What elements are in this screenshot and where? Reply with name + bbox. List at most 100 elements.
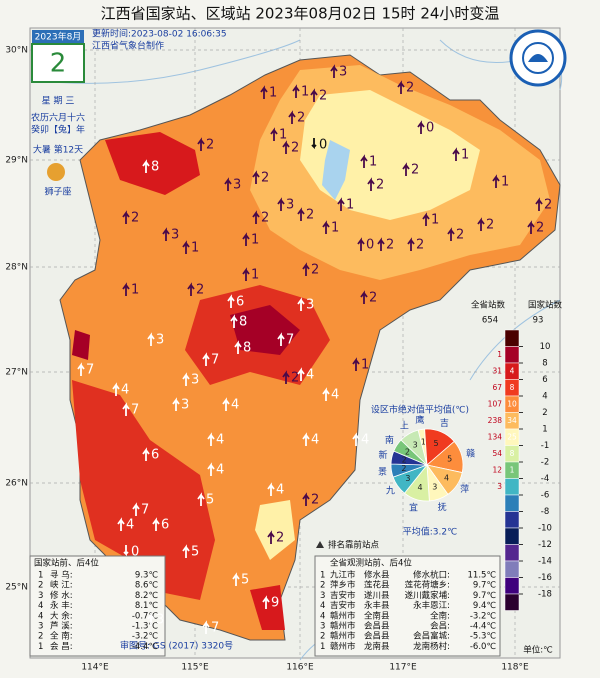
station-arrow <box>117 517 125 531</box>
station-value: 7 <box>141 503 149 518</box>
station-arrow <box>207 432 215 446</box>
rank-all-cell: 会昌县 <box>364 631 390 642</box>
rank-all-cell: 赣州市 <box>330 641 356 652</box>
legend-tick-label: 6 <box>542 375 547 385</box>
station-arrow <box>267 482 275 496</box>
rank-all-cell: 会昌富城: <box>413 631 450 642</box>
zone-mild <box>300 90 480 220</box>
legend-count-all: 12 <box>492 465 502 474</box>
lake <box>322 140 350 200</box>
legend-tick-label: -4 <box>541 474 549 484</box>
legend-tick-label: -8 <box>541 507 549 517</box>
legend-tick-label: 10 <box>540 342 551 352</box>
legend-count-all: 238 <box>488 416 503 425</box>
station-arrow <box>224 177 232 191</box>
station-arrow <box>311 138 317 150</box>
station-arrow <box>277 332 285 346</box>
rank-all-cell: 1 <box>320 642 325 652</box>
zone-hotter <box>72 330 90 360</box>
station-value: 8 <box>243 341 251 356</box>
station-value: 2 <box>544 198 552 213</box>
legend-tick-label: 2 <box>542 408 547 418</box>
station-arrow <box>330 64 338 78</box>
station-arrow <box>242 232 250 246</box>
pie-slice <box>400 429 428 467</box>
station-arrow <box>197 492 205 506</box>
station-arrow <box>357 237 365 251</box>
lat-label: 26°N <box>5 479 28 489</box>
legend-tick-label: -6 <box>541 491 549 501</box>
legend-tick-label: -1 <box>541 441 549 451</box>
station-arrow <box>422 212 430 226</box>
station-value: 5 <box>206 493 214 508</box>
legend-band <box>504 346 520 364</box>
legend-band <box>504 544 520 562</box>
station-value: 2 <box>386 238 394 253</box>
rank-all-cell: 永丰县 <box>364 600 390 611</box>
rank-nat-cell: 1 <box>38 571 43 581</box>
station-value: 3 <box>306 298 314 313</box>
station-arrow <box>230 314 238 328</box>
legend-count-nat: 8 <box>510 449 515 458</box>
station-value: 1 <box>369 155 377 170</box>
station-arrow <box>402 162 410 176</box>
station-arrow <box>252 210 260 224</box>
station-value: 1 <box>346 198 354 213</box>
station-arrow <box>377 237 385 251</box>
station-arrow <box>360 290 368 304</box>
pie-value: 1 <box>421 437 426 446</box>
station-arrow <box>172 397 180 411</box>
station-arrow <box>142 447 150 461</box>
station-arrow <box>527 220 535 234</box>
rank-nat-cell: 9.3℃ <box>135 571 159 581</box>
station-value: 6 <box>151 448 159 463</box>
station-arrow <box>182 240 190 254</box>
pie-name: 吉 <box>440 418 449 429</box>
rank-all-cell: 修水杭口: <box>413 570 450 581</box>
legend-count-all: 54 <box>492 449 502 458</box>
station-value: 2 <box>291 371 299 386</box>
rank-nat-cell: 2 <box>38 632 43 642</box>
pie-name: 鹰 <box>415 414 424 426</box>
zone-hotter <box>230 305 300 355</box>
update-time: 更新时间:2023-08-02 16:06:35 <box>92 28 227 40</box>
calendar-head <box>32 30 84 44</box>
rank-nat-cell: 大 余: <box>50 610 73 621</box>
station-value: 1 <box>331 221 339 236</box>
station-arrow <box>142 159 150 173</box>
station-arrow <box>297 207 305 221</box>
rank-nat-cell: 2 <box>38 581 43 591</box>
rank-all-cell: 萍乡市 <box>330 580 356 591</box>
station-arrow <box>360 154 368 168</box>
lat-label: 25°N <box>5 583 28 593</box>
station-value: 1 <box>431 213 439 228</box>
station-arrow <box>234 340 242 354</box>
station-value: 3 <box>286 198 294 213</box>
zodiac: 狮子座 <box>44 186 71 198</box>
station-value: 2 <box>536 221 544 236</box>
pie-average: 平均值:3.2℃ <box>403 526 457 538</box>
rank-all-cell: 2 <box>320 632 325 642</box>
rank-all-cell: 3 <box>320 591 325 601</box>
rank-all-cell: 11.5℃ <box>468 571 497 581</box>
lat-label: 29°N <box>5 156 28 166</box>
rank-all-cell: 赣州市 <box>330 631 356 642</box>
legend-count-all: 1 <box>497 350 502 359</box>
station-value: 8 <box>151 160 159 175</box>
station-value: 1 <box>191 241 199 256</box>
station-arrow <box>242 267 250 281</box>
legend-count-nat: 8 <box>510 383 515 392</box>
station-arrow <box>397 80 405 94</box>
legend-tick-label: 1 <box>542 425 547 435</box>
zodiac-icon <box>47 163 65 181</box>
station-value: 1 <box>269 86 277 101</box>
station-arrow <box>297 367 305 381</box>
rank-all-cell: 永丰恩江: <box>413 600 450 611</box>
station-arrow <box>417 120 425 134</box>
station-value: 3 <box>181 398 189 413</box>
pie-value: 3 <box>432 483 437 492</box>
rank-all-cell: 4 <box>320 601 325 611</box>
lon-label: 114°E <box>81 663 109 673</box>
station-arrow <box>302 492 310 506</box>
